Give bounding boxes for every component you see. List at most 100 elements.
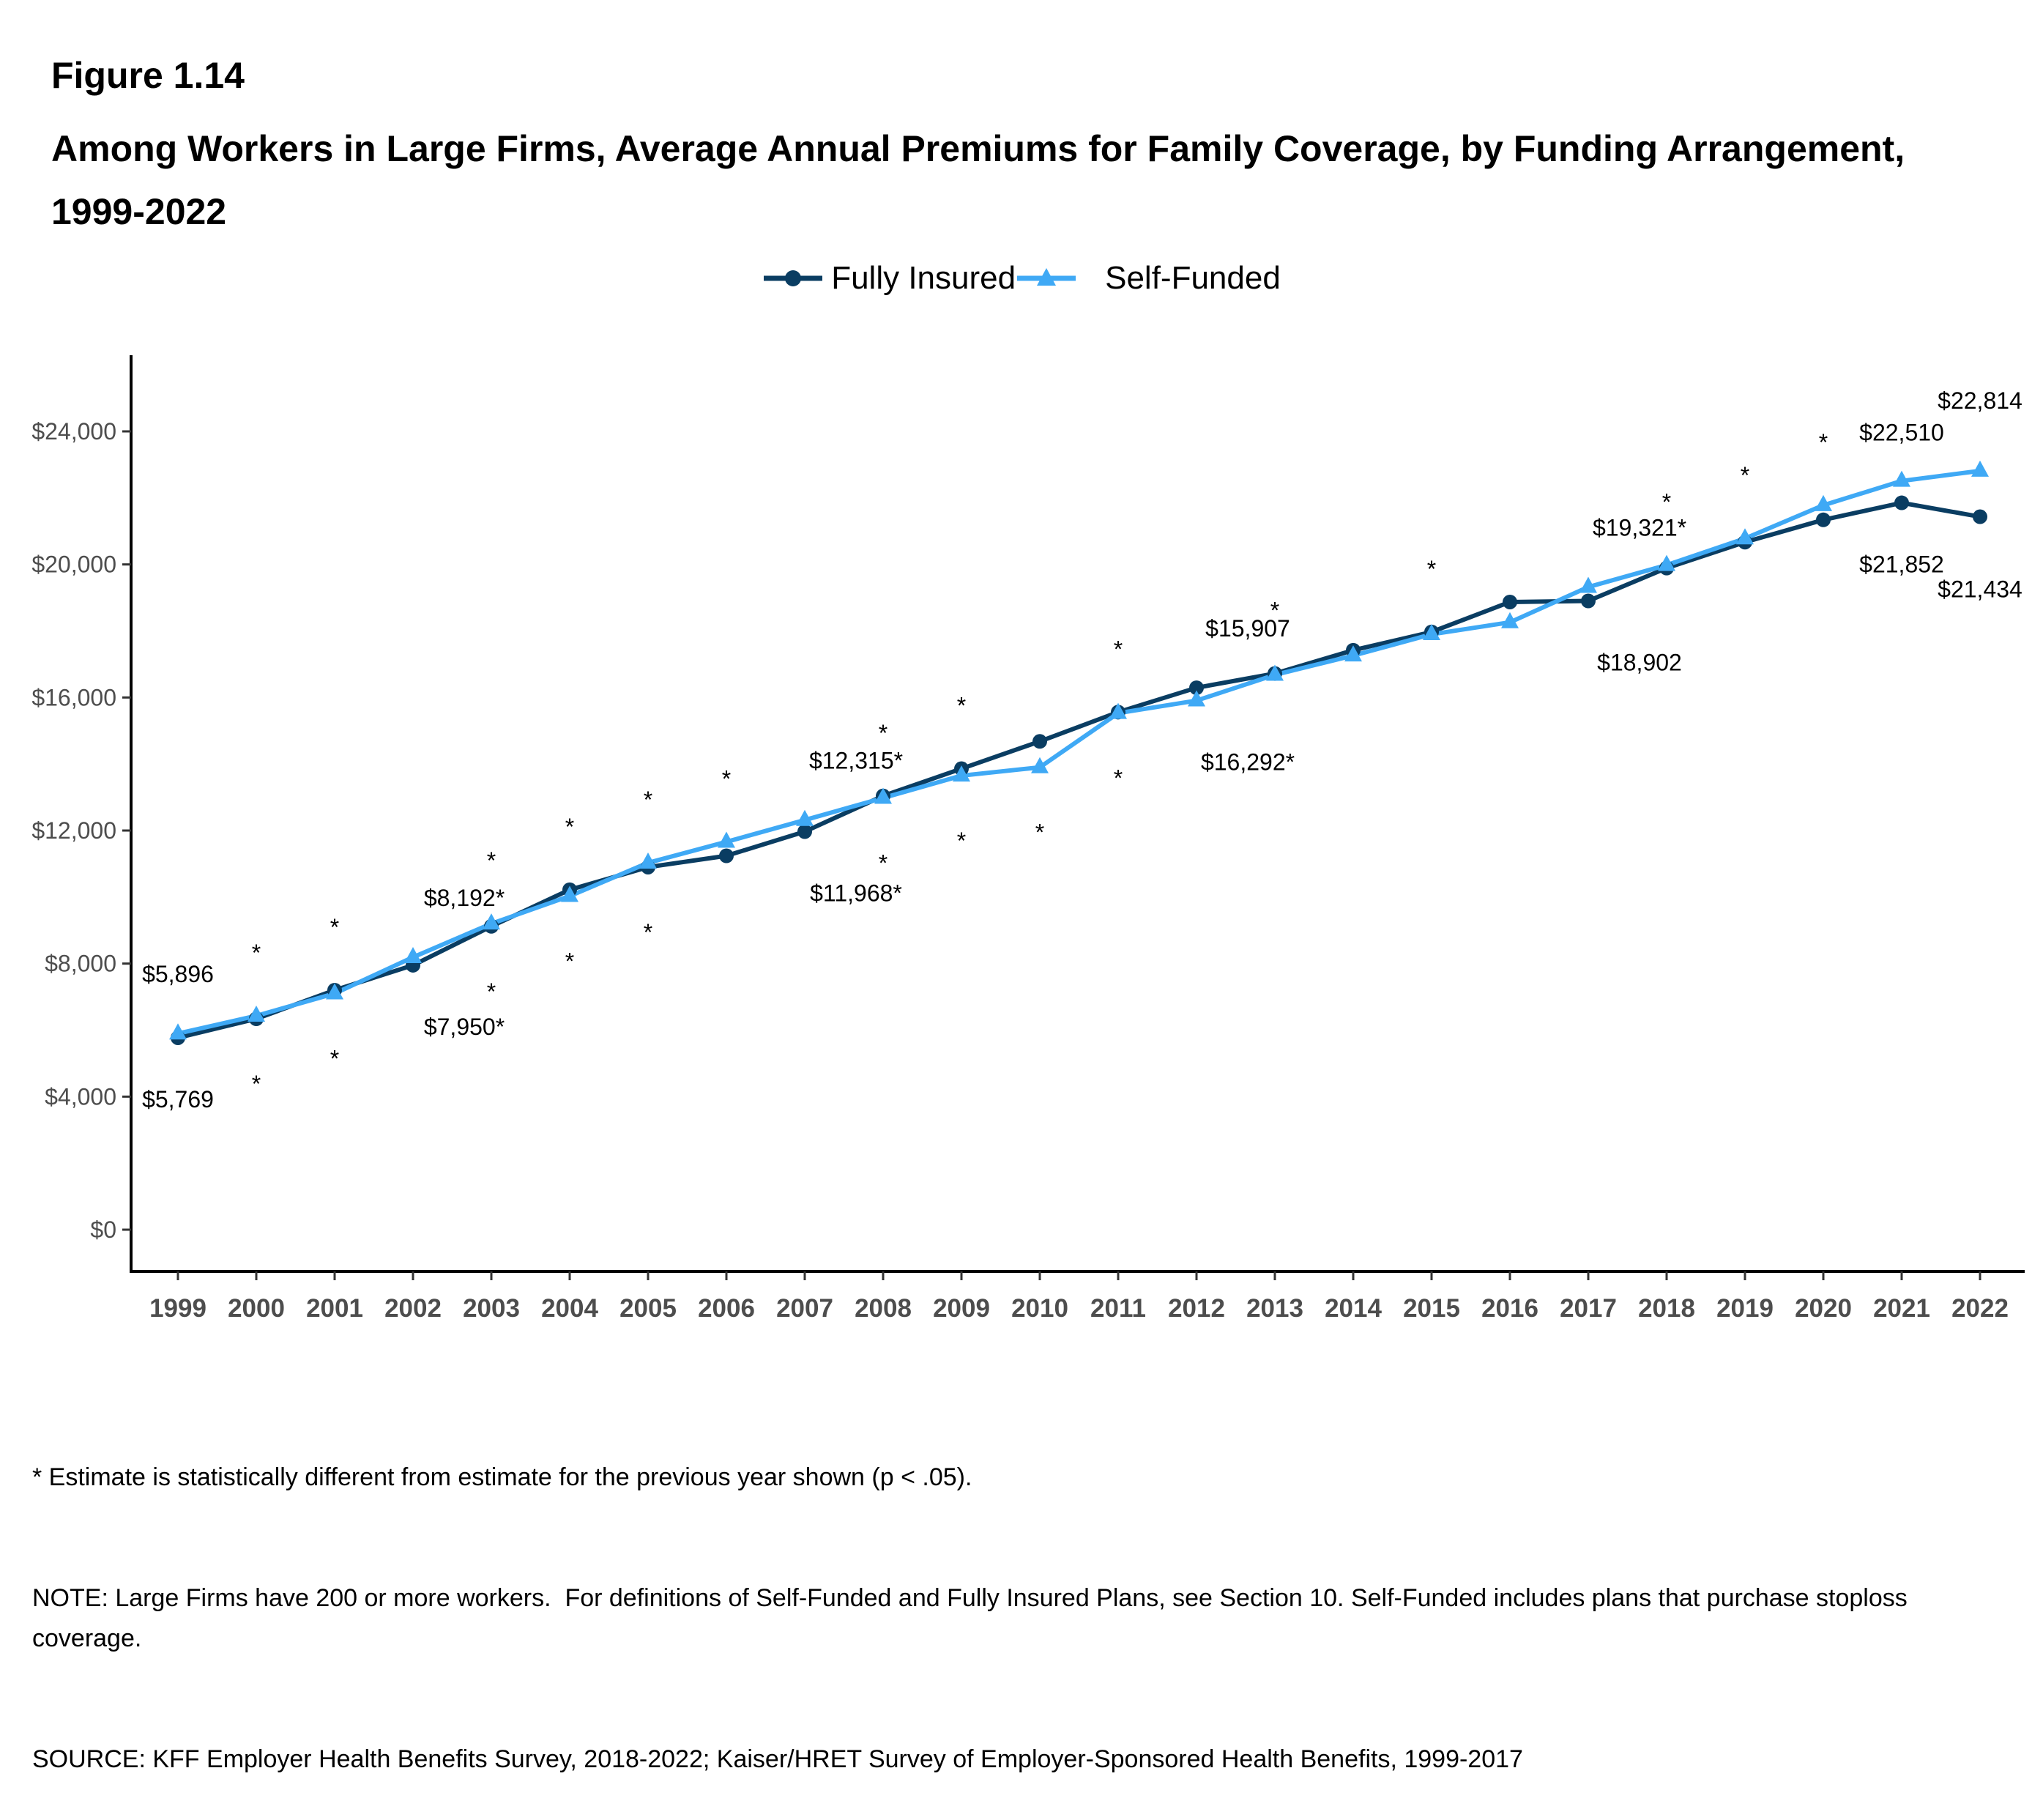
point-self-funded — [483, 913, 500, 930]
significance-marker-self-funded: * — [487, 847, 496, 874]
legend-item-fully-insured: Fully Insured — [762, 260, 1016, 297]
y-tick-label: $12,000 — [31, 817, 116, 844]
x-tick-label: 2003 — [463, 1294, 520, 1323]
x-tick-label: 2007 — [776, 1294, 833, 1323]
significance-marker-self-funded: * — [1427, 556, 1436, 582]
x-tick-label: 2001 — [306, 1294, 363, 1323]
significance-marker-self-funded: * — [957, 693, 966, 719]
point-self-funded — [1579, 576, 1597, 593]
x-tick-label: 2020 — [1795, 1294, 1852, 1323]
point-fully-insured — [797, 824, 812, 839]
series-line-fully-insured — [177, 500, 1981, 1040]
significance-marker-fully-insured: * — [644, 919, 652, 946]
series-lines — [177, 468, 1981, 1040]
y-tick-label: $20,000 — [31, 551, 116, 578]
significance-marker-fully-insured: * — [330, 1046, 339, 1072]
series-line-self-funded — [177, 468, 1981, 1036]
significance-marker-fully-insured: * — [1035, 820, 1044, 846]
significance-marker-self-funded: * — [330, 914, 339, 940]
point-fully-insured — [1973, 509, 1987, 524]
legend-item-self-funded: Self-Funded — [1016, 260, 1281, 297]
point-self-funded — [718, 831, 735, 848]
y-tick-label: $24,000 — [31, 418, 116, 445]
x-tick-label: 2006 — [698, 1294, 755, 1323]
significance-marker-fully-insured: * — [252, 1071, 261, 1097]
point-self-funded — [1736, 528, 1754, 545]
line-chart: $0 $4,000 $8,000 $12,000 $16,000 $20,000 $24,0… — [31, 355, 2025, 1323]
point-self-funded — [1266, 664, 1284, 681]
significance-marker-self-funded: * — [252, 940, 261, 966]
x-tick-label: 2015 — [1403, 1294, 1460, 1323]
point-self-funded — [1031, 757, 1049, 773]
significance-marker-self-funded: * — [722, 765, 731, 792]
point-self-funded — [404, 946, 422, 963]
data-label: $22,814 — [1938, 387, 2022, 414]
significance-marker-self-funded: * — [1819, 429, 1828, 456]
point-fully-insured — [719, 848, 734, 863]
legend-circle-marker-icon — [764, 270, 823, 286]
point-self-funded — [1344, 645, 1362, 662]
x-tick-label: 2013 — [1246, 1294, 1303, 1323]
footnote-significance: * Estimate is statistically different fr… — [32, 1463, 972, 1491]
data-label: $18,902 — [1597, 650, 1682, 676]
y-tick-label: $8,000 — [45, 951, 116, 977]
point-self-funded — [1658, 554, 1675, 571]
y-tick-label: $16,000 — [31, 684, 116, 710]
x-tick-label: 2011 — [1090, 1294, 1146, 1323]
x-tick-label: 2008 — [855, 1294, 912, 1323]
point-fully-insured — [1032, 734, 1047, 749]
x-tick-label: 2021 — [1873, 1294, 1930, 1323]
point-fully-insured — [1503, 594, 1517, 609]
footnotes: * Estimate is statistically different fr… — [32, 1377, 2009, 1820]
point-self-funded — [1109, 702, 1127, 719]
x-tick-label: 2018 — [1638, 1294, 1695, 1323]
data-label: $21,852 — [1859, 551, 1944, 578]
x-tick-label: 2009 — [933, 1294, 990, 1323]
x-tick-label: 2022 — [1951, 1294, 2009, 1323]
data-label: $16,292* — [1201, 749, 1295, 776]
data-label: $5,896 — [142, 961, 214, 987]
data-label: $22,510 — [1859, 420, 1944, 446]
data-label: $8,192* — [424, 885, 505, 911]
x-tick-label: 2000 — [228, 1294, 285, 1323]
point-self-funded — [1188, 690, 1205, 707]
point-fully-insured — [1816, 512, 1831, 527]
x-tick-label: 2002 — [384, 1294, 442, 1323]
significance-marker-self-funded: * — [565, 814, 574, 840]
y-tick-label: $4,000 — [45, 1083, 116, 1110]
x-tick-label: 2010 — [1011, 1294, 1068, 1323]
point-self-funded — [1893, 470, 1910, 487]
data-labels: $5,896 $5,769 $8,192* $7,950* $12,315* $11,96… — [142, 387, 2022, 1113]
footnote-note: NOTE: Large Firms have 200 or more worke… — [32, 1584, 1915, 1652]
significance-marker-self-funded: * — [644, 787, 652, 813]
point-self-funded — [1971, 460, 1989, 477]
point-fully-insured — [1581, 593, 1596, 609]
point-self-funded — [169, 1023, 187, 1040]
data-label: $12,315* — [809, 748, 903, 774]
significance-marker-self-funded: * — [1741, 462, 1749, 489]
significance-marker-self-funded: * — [1270, 598, 1279, 624]
point-self-funded — [639, 853, 657, 869]
x-tick-label: 2004 — [541, 1294, 598, 1323]
x-tick-label: 2012 — [1168, 1294, 1225, 1323]
footnote-source: SOURCE: KFF Employer Health Benefits Sur… — [32, 1745, 1523, 1773]
x-tick-label: 2005 — [619, 1294, 677, 1323]
legend-triangle-marker-icon — [1017, 268, 1076, 286]
data-label: $15,907 — [1205, 615, 1290, 642]
data-label: $7,950* — [424, 1014, 505, 1040]
data-label: $11,968* — [810, 880, 902, 906]
data-label: $5,769 — [142, 1086, 214, 1113]
significance-marker-fully-insured: * — [1114, 765, 1123, 792]
significance-marker-self-funded: * — [879, 720, 887, 746]
significance-marker-self-funded: * — [1114, 636, 1123, 662]
legend-label: Fully Insured — [831, 260, 1016, 296]
x-tick-label: 2014 — [1325, 1294, 1382, 1323]
legend: Fully Insured Self-Funded — [0, 260, 2043, 297]
x-tick-label: 2017 — [1560, 1294, 1617, 1323]
point-self-funded — [1501, 612, 1519, 628]
legend-label: Self-Funded — [1105, 260, 1281, 296]
significance-marker-fully-insured: * — [487, 978, 496, 1005]
point-self-funded — [796, 809, 814, 826]
point-self-funded — [874, 787, 892, 804]
point-fully-insured — [1894, 495, 1909, 510]
